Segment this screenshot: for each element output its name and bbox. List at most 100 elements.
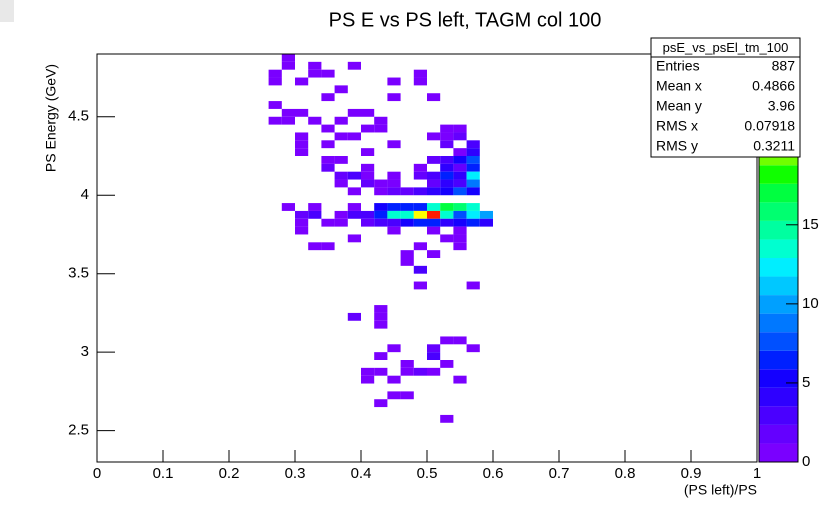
cell [400, 360, 414, 368]
cell [427, 210, 441, 219]
cell [321, 218, 335, 227]
cell [361, 375, 375, 384]
cell [440, 140, 454, 149]
cell [308, 242, 322, 251]
palette-band [759, 313, 798, 333]
z-tick-label: 15 [802, 216, 819, 233]
cell [295, 132, 309, 141]
cell [281, 108, 295, 117]
cell [453, 163, 467, 172]
x-tick-label: 0.9 [681, 465, 702, 482]
palette-band [759, 350, 798, 370]
cell [321, 140, 335, 149]
cell [387, 226, 401, 235]
cell [281, 54, 295, 62]
cell [308, 210, 322, 219]
cell [413, 203, 427, 211]
cell [321, 93, 335, 102]
cell [387, 218, 401, 227]
cell [413, 163, 427, 172]
z-tick-label: 5 [802, 374, 810, 391]
palette-band [759, 258, 798, 277]
cell [374, 320, 388, 329]
cell [295, 140, 309, 149]
cell [479, 218, 493, 227]
cell [334, 156, 348, 164]
cell [453, 375, 467, 384]
cell [466, 210, 480, 219]
cell [440, 203, 454, 211]
cell [466, 140, 480, 149]
y-tick-label: 4 [81, 186, 89, 203]
cell [295, 218, 309, 227]
palette-band [759, 369, 798, 388]
cell [387, 171, 401, 180]
cell [453, 203, 467, 211]
cell [400, 250, 414, 258]
cell [295, 108, 309, 117]
cell [347, 312, 361, 321]
cell [321, 124, 335, 133]
cell [361, 179, 375, 188]
x-tick-label: 0.1 [153, 465, 174, 482]
cell [361, 148, 375, 156]
cell [453, 336, 467, 345]
cell [413, 281, 427, 290]
cell [334, 171, 348, 180]
cell [374, 203, 388, 211]
palette-band [759, 239, 798, 258]
cell [400, 391, 414, 400]
cell [427, 171, 441, 180]
cell [440, 187, 454, 196]
cell [427, 250, 441, 258]
cell [387, 203, 401, 211]
cell [440, 210, 454, 219]
cell [466, 187, 480, 196]
cell [374, 399, 388, 408]
palette-band [759, 332, 798, 351]
cell [413, 69, 427, 78]
palette-band [759, 202, 798, 221]
palette-band [759, 424, 798, 444]
cell [466, 203, 480, 211]
cell [347, 187, 361, 196]
cell [466, 218, 480, 227]
cell [466, 281, 480, 290]
cell [347, 210, 361, 219]
cell [374, 367, 388, 376]
cell [321, 156, 335, 164]
x-tick-label: 0 [93, 465, 101, 482]
x-tick-label: 0.4 [351, 465, 372, 482]
cell [413, 77, 427, 86]
cell [374, 210, 388, 219]
z-tick-label: 10 [802, 295, 819, 312]
cell [334, 210, 348, 219]
cell [308, 61, 322, 70]
cell [413, 171, 427, 180]
cell [334, 179, 348, 188]
cell [387, 77, 401, 86]
cell [440, 414, 454, 423]
cell [281, 203, 295, 211]
x-tick-label: 0.3 [285, 465, 306, 482]
cell [387, 140, 401, 149]
stats-key: Mean x [656, 78, 702, 94]
y-axis-title: PS Energy (GeV) [43, 64, 59, 172]
stats-key: RMS y [656, 138, 698, 154]
palette-band [759, 387, 798, 407]
cell [440, 163, 454, 172]
cell [387, 391, 401, 400]
cell [374, 218, 388, 227]
cell [453, 148, 467, 156]
cell [387, 375, 401, 384]
cell [268, 101, 282, 109]
cell [347, 108, 361, 117]
y-tick-label: 4.5 [68, 108, 89, 125]
cell [361, 210, 375, 219]
cell [361, 124, 375, 133]
cell [427, 132, 441, 141]
cell [347, 171, 361, 180]
cell [321, 242, 335, 251]
x-tick-label: 1 [753, 465, 761, 482]
cell [440, 132, 454, 141]
